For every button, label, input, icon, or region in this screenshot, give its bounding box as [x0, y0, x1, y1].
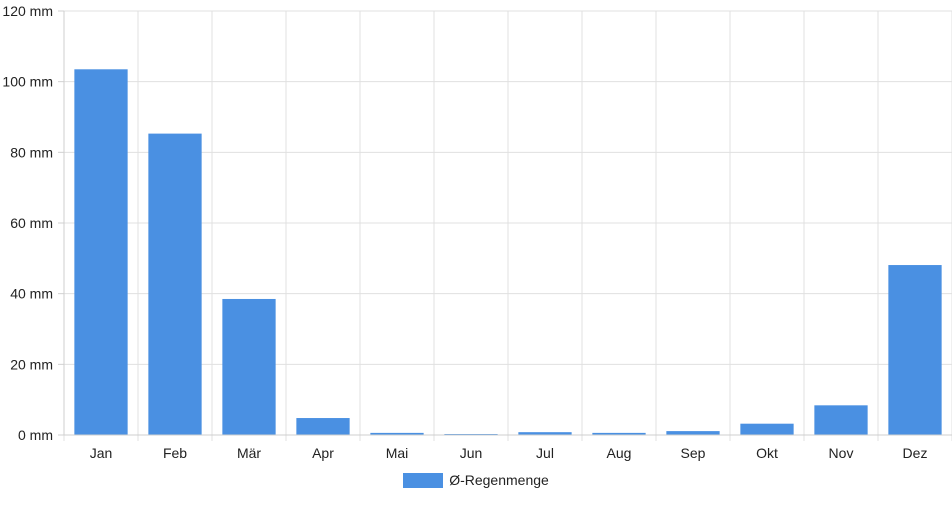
legend[interactable]: Ø-Regenmenge — [0, 472, 952, 488]
bar-aug[interactable] — [592, 432, 646, 435]
bar-jan[interactable] — [74, 69, 128, 436]
y-tick-label: 40 mm — [10, 286, 53, 302]
y-tick-label: 100 mm — [2, 74, 53, 90]
bar-jul[interactable] — [518, 432, 572, 435]
x-tick-label: Okt — [756, 445, 778, 461]
x-tick-label: Mai — [386, 445, 409, 461]
axes: 0 mm 20 mm 40 mm 60 mm 80 mm 100 mm 120 mm Jan F… — [2, 3, 952, 461]
bar-mär[interactable] — [222, 298, 276, 435]
x-tick-label: Jul — [536, 445, 554, 461]
bar-feb[interactable] — [148, 133, 202, 435]
legend-label: Ø-Regenmenge — [449, 472, 549, 488]
legend-swatch — [403, 472, 444, 488]
bar-sep[interactable] — [666, 431, 720, 435]
bar-apr[interactable] — [296, 418, 350, 435]
bar-dez[interactable] — [888, 265, 942, 435]
y-tick-label: 0 mm — [18, 427, 53, 443]
x-tick-label: Feb — [163, 445, 187, 461]
x-tick-label: Apr — [312, 445, 334, 461]
x-tick-label: Aug — [607, 445, 632, 461]
x-tick-label: Jan — [90, 445, 113, 461]
bar-okt[interactable] — [740, 423, 794, 435]
x-tick-label: Dez — [903, 445, 928, 461]
y-tick-label: 120 mm — [2, 3, 53, 19]
x-tick-label: Nov — [829, 445, 854, 461]
bar-mai[interactable] — [370, 432, 424, 435]
x-tick-label: Sep — [681, 445, 706, 461]
bar-nov[interactable] — [814, 405, 868, 435]
x-tick-label: Jun — [460, 445, 483, 461]
y-tick-label: 60 mm — [10, 215, 53, 231]
y-tick-label: 80 mm — [10, 144, 53, 160]
gridlines — [63, 10, 952, 441]
y-tick-label: 20 mm — [10, 356, 53, 372]
bars — [74, 69, 942, 436]
x-tick-label: Mär — [237, 445, 261, 461]
